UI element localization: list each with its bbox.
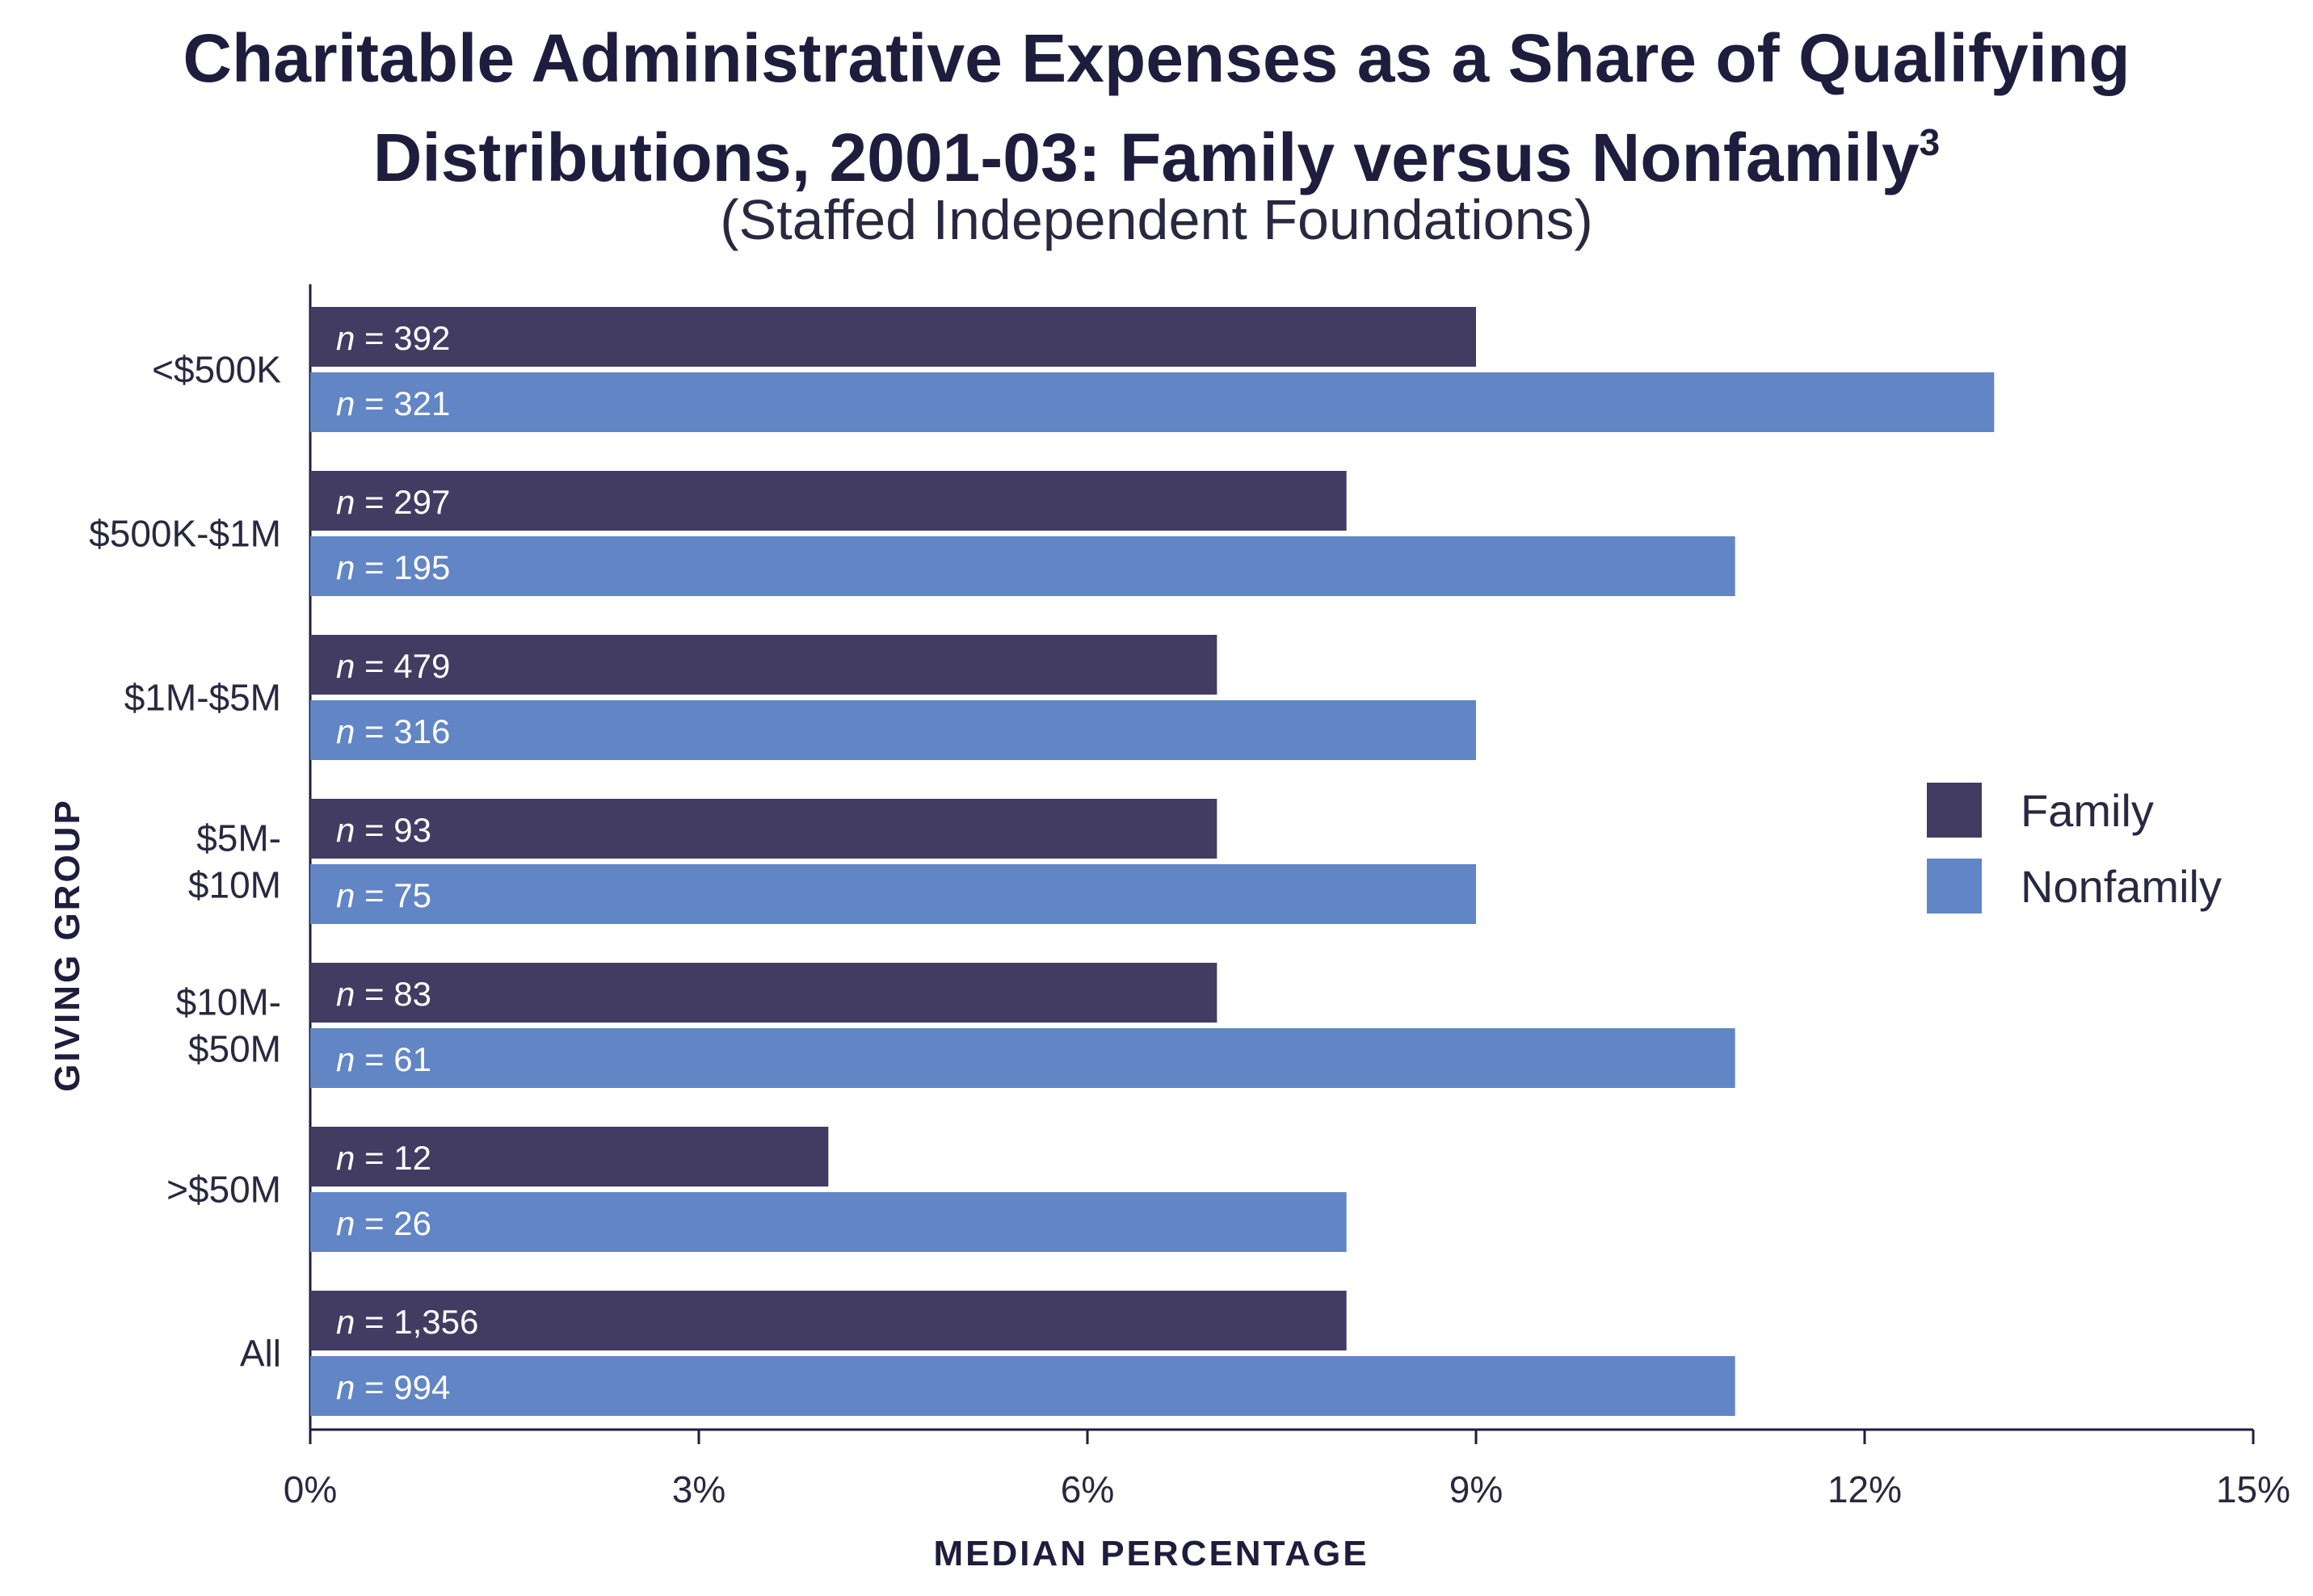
x-tick-label: 3% <box>672 1468 725 1510</box>
x-tick-label: 6% <box>1061 1468 1114 1510</box>
x-tick-label: 9% <box>1449 1468 1503 1510</box>
bar-family <box>310 799 1217 859</box>
chart-title-line-1: Charitable Administrative Expenses as a … <box>183 20 2130 96</box>
category-label: >$50M <box>166 1169 281 1211</box>
bar-count-label: n = 195 <box>336 548 450 586</box>
bar-count-label: n = 75 <box>336 876 431 914</box>
category-label: $10M-$50M <box>176 981 281 1070</box>
legend-item-family: Family <box>1927 772 2222 848</box>
bar-count-label: n = 93 <box>336 811 431 849</box>
legend-swatch-nonfamily <box>1927 859 1982 914</box>
bar-nonfamily <box>310 1356 1735 1416</box>
bar-nonfamily <box>310 700 1476 760</box>
bar-family <box>310 635 1217 695</box>
category-label: All <box>240 1333 281 1375</box>
category-label: $5M-$10M <box>188 817 281 906</box>
bar-count-label: n = 994 <box>336 1368 450 1406</box>
bar-family <box>310 1127 829 1186</box>
bar-nonfamily <box>310 1192 1347 1252</box>
bar-count-label: n = 321 <box>336 384 450 422</box>
bar-count-label: n = 1,356 <box>336 1303 478 1341</box>
bar-count-label: n = 316 <box>336 712 450 750</box>
bar-family <box>310 307 1476 367</box>
chart-title-line-2-text: Distributions, 2001-03: Family versus No… <box>372 120 1920 195</box>
chart-subtitle: (Staffed Independent Foundations) <box>720 188 1593 251</box>
x-tick-label: 15% <box>2216 1468 2290 1510</box>
bar-count-label: n = 297 <box>336 483 450 521</box>
y-axis-title: GIVING GROUP <box>48 798 87 1092</box>
bar-family <box>310 963 1217 1023</box>
title-footnote-marker: 3 <box>1919 121 1941 163</box>
bar-count-label: n = 12 <box>336 1139 431 1177</box>
bar-family <box>310 471 1347 531</box>
category-label: $1M-$5M <box>124 677 281 719</box>
bar-count-label: n = 83 <box>336 975 431 1013</box>
legend-swatch-family <box>1927 783 1982 838</box>
x-tick-label: 12% <box>1827 1468 1902 1510</box>
bar-nonfamily <box>310 372 1995 432</box>
bar-count-label: n = 392 <box>336 319 450 357</box>
bar-count-label: n = 479 <box>336 647 450 685</box>
x-tick-label: 0% <box>284 1468 337 1510</box>
chart-title-line-2: Distributions, 2001-03: Family versus No… <box>0 102 2313 198</box>
bar-nonfamily <box>310 1028 1735 1088</box>
bar-family <box>310 1291 1347 1350</box>
bar-nonfamily <box>310 864 1476 924</box>
legend-label-nonfamily: Nonfamily <box>2021 860 2222 912</box>
legend: Family Nonfamily <box>1927 772 2222 924</box>
x-axis-title: MEDIAN PERCENTAGE <box>933 1534 1369 1573</box>
bar-nonfamily <box>310 536 1735 596</box>
bar-count-label: n = 26 <box>336 1204 431 1242</box>
legend-item-nonfamily: Nonfamily <box>1927 848 2222 924</box>
category-label: $500K-$1M <box>89 513 281 555</box>
category-label: <$500K <box>152 349 281 391</box>
legend-label-family: Family <box>2021 784 2154 836</box>
bar-count-label: n = 61 <box>336 1040 431 1078</box>
